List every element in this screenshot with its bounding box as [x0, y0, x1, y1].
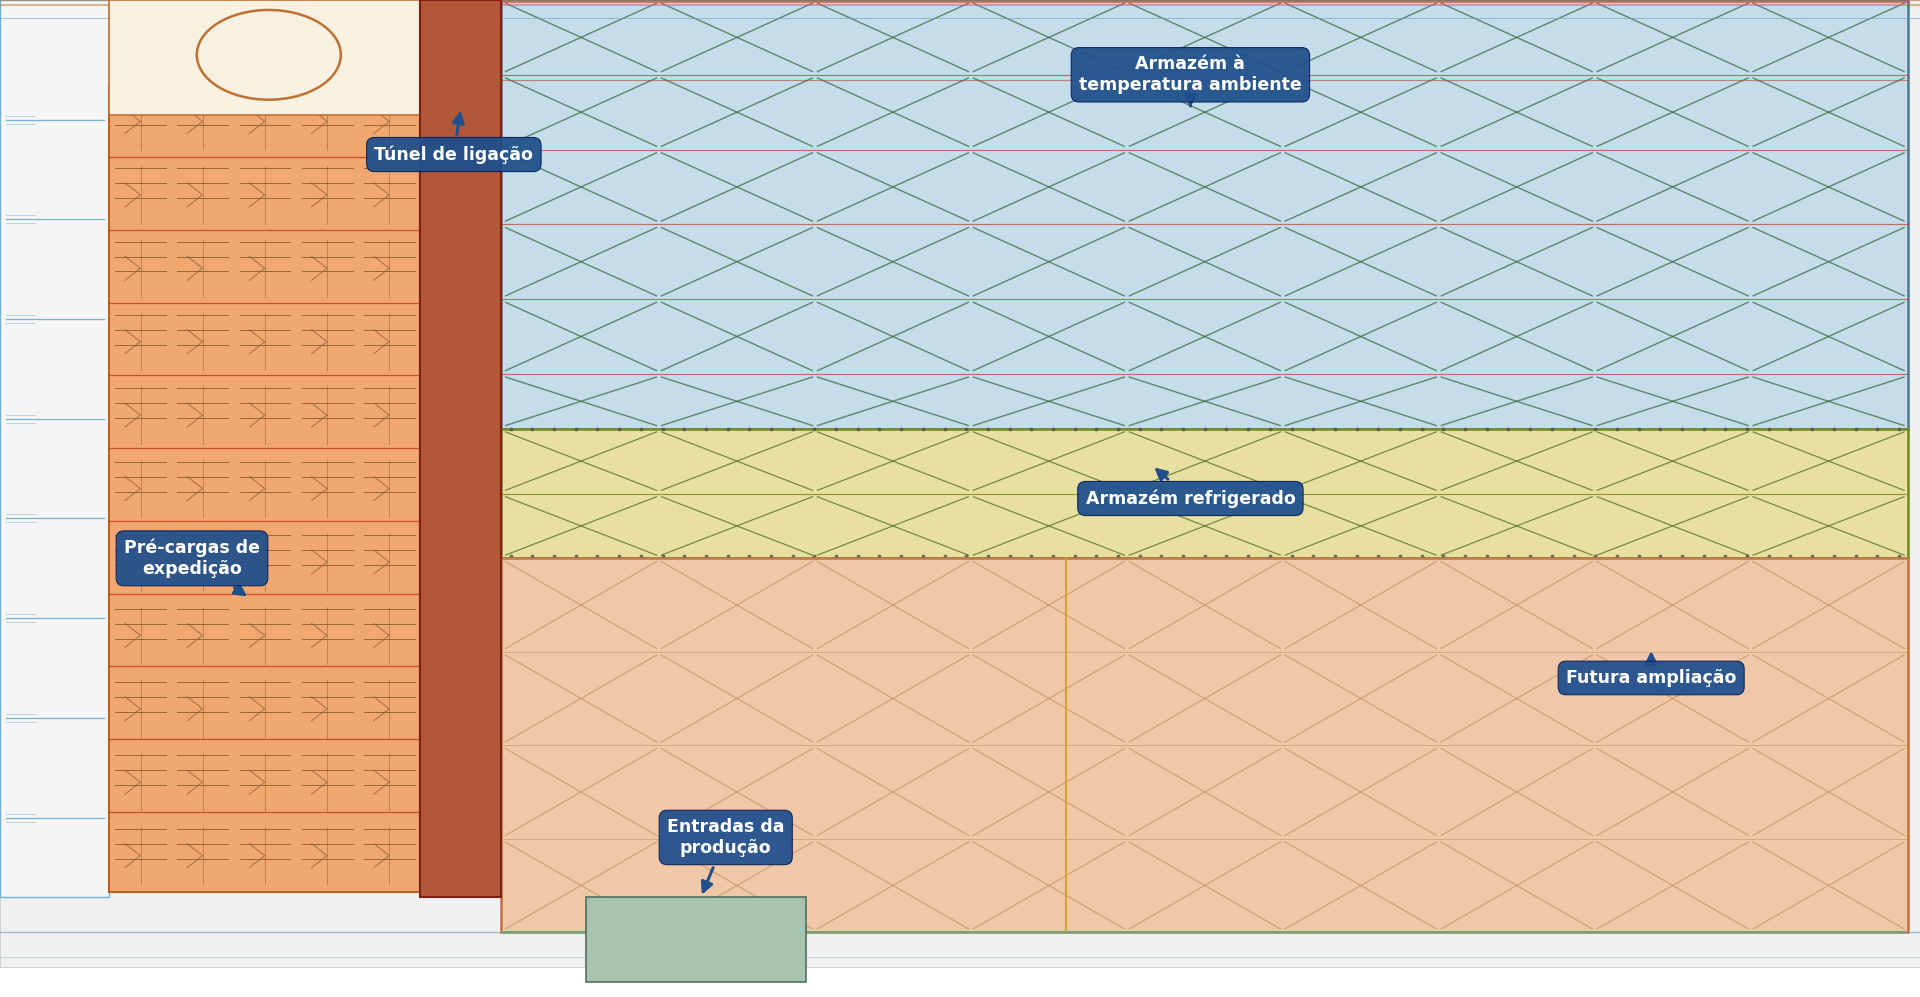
Bar — [420, 0, 501, 897]
Bar — [0, 0, 109, 897]
Text: Futura ampliação: Futura ampliação — [1567, 654, 1736, 687]
Text: Armazém refrigerado: Armazém refrigerado — [1085, 470, 1296, 507]
Bar — [109, 0, 420, 115]
Bar — [109, 85, 420, 892]
Text: Armazém à
temperatura ambiente: Armazém à temperatura ambiente — [1079, 56, 1302, 106]
Bar — [501, 0, 1908, 429]
Text: Túnel de ligação: Túnel de ligação — [374, 114, 534, 164]
Text: Pré-cargas de
expedição: Pré-cargas de expedição — [125, 538, 259, 594]
Bar — [501, 429, 1908, 558]
Bar — [501, 558, 1908, 932]
Bar — [586, 897, 806, 982]
Text: Entradas da
produção: Entradas da produção — [666, 819, 785, 891]
